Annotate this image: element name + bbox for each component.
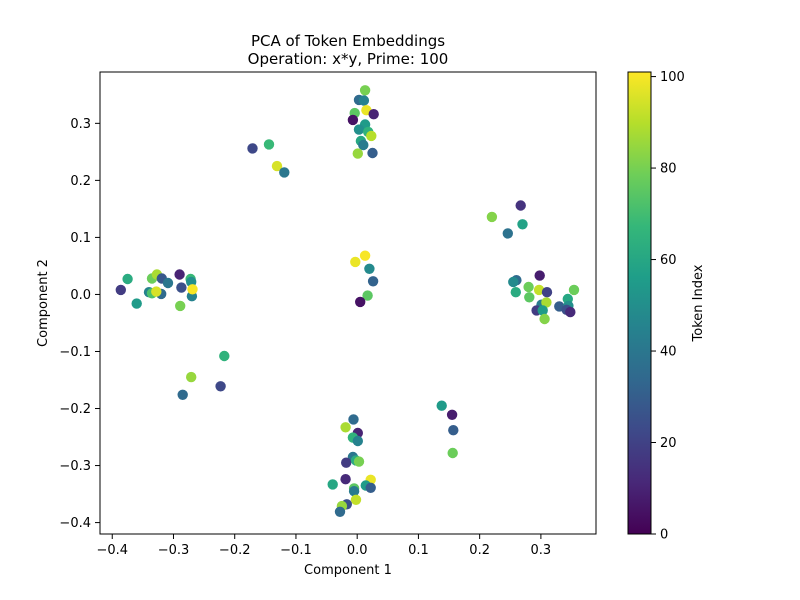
scatter-point: [362, 290, 373, 301]
scatter-point: [176, 282, 187, 293]
x-tick-label: −0.4: [96, 543, 128, 558]
scatter-point: [447, 447, 458, 459]
y-tick-label: −0.1: [59, 345, 91, 360]
x-tick-label: 0.0: [347, 543, 368, 558]
scatter-point: [352, 148, 363, 159]
scatter-point: [359, 250, 371, 261]
plot-area: [115, 85, 580, 517]
x-axis-label: Component 1: [304, 563, 392, 578]
scatter-point: [162, 277, 174, 289]
scatter-point: [517, 219, 528, 230]
scatter-point: [364, 263, 375, 274]
scatter-point: [219, 350, 230, 362]
scatter-point: [350, 256, 361, 268]
scatter-point: [448, 425, 459, 436]
scatter-point: [350, 494, 362, 505]
scatter-point: [340, 474, 351, 485]
scatter-point: [541, 297, 552, 308]
scatter-point: [366, 130, 377, 142]
scatter-point: [367, 147, 378, 159]
scatter-point: [359, 85, 371, 96]
scatter-point: [187, 284, 198, 295]
scatter-point: [524, 292, 535, 303]
y-tick-label: 0.1: [70, 231, 91, 246]
scatter-point: [347, 114, 359, 126]
scatter-point: [340, 422, 351, 433]
scatter-point: [348, 486, 360, 497]
scatter-point: [568, 284, 580, 296]
y-axis: −0.4 −0.3 −0.2 −0.1 0.0 0.1 0.2 0.3: [59, 117, 100, 531]
scatter-point: [508, 276, 519, 288]
scatter-point: [279, 167, 290, 178]
scatter-point: [353, 456, 365, 467]
scatter-point: [355, 296, 366, 308]
scatter-point: [446, 409, 458, 420]
scatter-point: [368, 109, 379, 120]
plot-frame: [99, 71, 597, 535]
colorbar-ticks: 0 20 40 60 80 100: [651, 70, 685, 543]
scatter-point: [122, 273, 133, 285]
scatter-point: [436, 400, 447, 411]
scatter-point: [271, 160, 283, 172]
scatter-point: [327, 479, 338, 490]
scatter-point: [365, 482, 376, 493]
y-tick-label: 0.3: [70, 117, 91, 132]
scatter-point: [341, 457, 352, 468]
colorbar-tick-label: 40: [660, 345, 677, 360]
scatter-point: [215, 381, 226, 392]
y-tick-label: 0.2: [70, 174, 91, 189]
y-axis-label: Component 2: [36, 259, 51, 347]
colorbar-tick-label: 100: [660, 70, 685, 85]
scatter-point: [541, 287, 553, 298]
scatter-point: [565, 306, 576, 318]
scatter-point: [502, 228, 513, 239]
scatter-point: [537, 305, 548, 316]
x-tick-label: 0.1: [408, 543, 429, 558]
scatter-point: [534, 270, 545, 281]
scatter-point: [533, 284, 545, 296]
scatter-point: [348, 414, 359, 425]
x-tick-label: 0.3: [531, 543, 552, 558]
scatter-point: [151, 286, 162, 297]
scatter-point: [358, 139, 369, 151]
scatter-point: [186, 371, 197, 383]
x-tick-label: 0.2: [469, 543, 490, 558]
scatter-point: [115, 284, 127, 296]
colorbar-tick-label: 0: [660, 528, 668, 543]
y-tick-label: −0.2: [59, 402, 91, 417]
scatter-point: [353, 124, 365, 135]
x-tick-label: −0.3: [158, 543, 190, 558]
scatter-point: [174, 269, 185, 280]
scatter-point: [510, 287, 521, 298]
colorbar-label: Token Index: [691, 264, 706, 342]
chart-subtitle: Operation: x*y, Prime: 100: [248, 50, 449, 68]
scatter-point: [352, 435, 363, 447]
y-tick-label: −0.4: [59, 516, 91, 531]
x-axis: −0.4 −0.3 −0.2 −0.1 0.0 0.1 0.2 0.3: [96, 534, 551, 558]
scatter-point: [131, 298, 142, 309]
scatter-point: [539, 313, 550, 325]
y-tick-label: 0.0: [70, 288, 91, 303]
scatter-point: [515, 200, 526, 211]
scatter-point: [358, 95, 370, 106]
scatter-point: [367, 276, 379, 287]
scatter-point: [247, 143, 258, 154]
y-tick-label: −0.3: [59, 459, 91, 474]
colorbar-tick-label: 60: [660, 253, 677, 268]
scatter-point: [486, 211, 498, 223]
x-tick-label: −0.2: [219, 543, 251, 558]
scatter-point: [334, 506, 346, 517]
scatter-point: [175, 300, 186, 312]
colorbar-tick-label: 80: [660, 162, 677, 177]
chart-title: PCA of Token Embeddings: [251, 32, 445, 50]
scatter-point: [263, 139, 275, 150]
colorbar-tick-label: 20: [660, 436, 677, 451]
x-tick-label: −0.1: [280, 543, 312, 558]
scatter-point: [177, 389, 188, 400]
colorbar: [627, 71, 652, 535]
scatter-point: [523, 281, 534, 293]
